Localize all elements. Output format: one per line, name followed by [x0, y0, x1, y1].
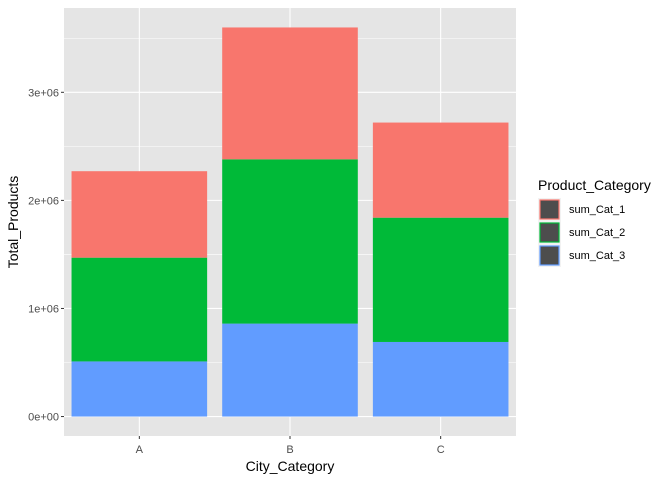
bars	[71, 27, 509, 417]
bar-C-sum_Cat_1	[372, 122, 509, 218]
bar-A-sum_Cat_2	[71, 257, 208, 362]
bar-B-sum_Cat_3	[222, 323, 358, 417]
bar-C-sum_Cat_2	[372, 217, 509, 342]
legend-key-sum_Cat_1	[539, 199, 560, 220]
bar-B-sum_Cat_2	[222, 159, 358, 324]
legend: Product_Category sum_Cat_1 sum_Cat_2 sum_C…	[538, 177, 651, 267]
x-tick-label: A	[136, 444, 144, 456]
y-tick-label: 1e+06	[28, 303, 59, 315]
legend-key-sum_Cat_3	[539, 245, 560, 266]
x-axis-title: City_Category	[246, 458, 335, 474]
bar-C-sum_Cat_3	[372, 341, 509, 417]
legend-key-sum_Cat_2	[539, 222, 560, 243]
legend-label-sum_Cat_1: sum_Cat_1	[569, 204, 625, 216]
legend-title: Product_Category	[538, 177, 651, 193]
x-axis: A B C	[136, 436, 445, 456]
legend-label-sum_Cat_2: sum_Cat_2	[569, 227, 625, 239]
x-tick-label: C	[437, 444, 445, 456]
y-tick-label: 0e+00	[28, 412, 59, 424]
y-tick-label: 2e+06	[28, 195, 59, 207]
y-axis: 0e+00 1e+06 2e+06 3e+06	[28, 87, 64, 424]
bar-A-sum_Cat_3	[71, 361, 208, 417]
legend-label-sum_Cat_3: sum_Cat_3	[569, 250, 625, 262]
bar-B-sum_Cat_1	[222, 27, 358, 160]
x-tick-label: B	[286, 444, 293, 456]
bar-A-sum_Cat_1	[71, 171, 208, 258]
y-axis-title: Total_Products	[5, 176, 21, 269]
y-tick-label: 3e+06	[28, 87, 59, 99]
